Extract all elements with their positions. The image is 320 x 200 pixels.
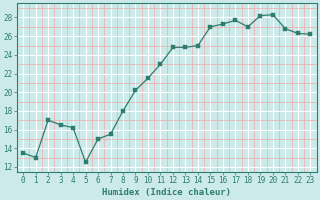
X-axis label: Humidex (Indice chaleur): Humidex (Indice chaleur) [102,188,231,197]
